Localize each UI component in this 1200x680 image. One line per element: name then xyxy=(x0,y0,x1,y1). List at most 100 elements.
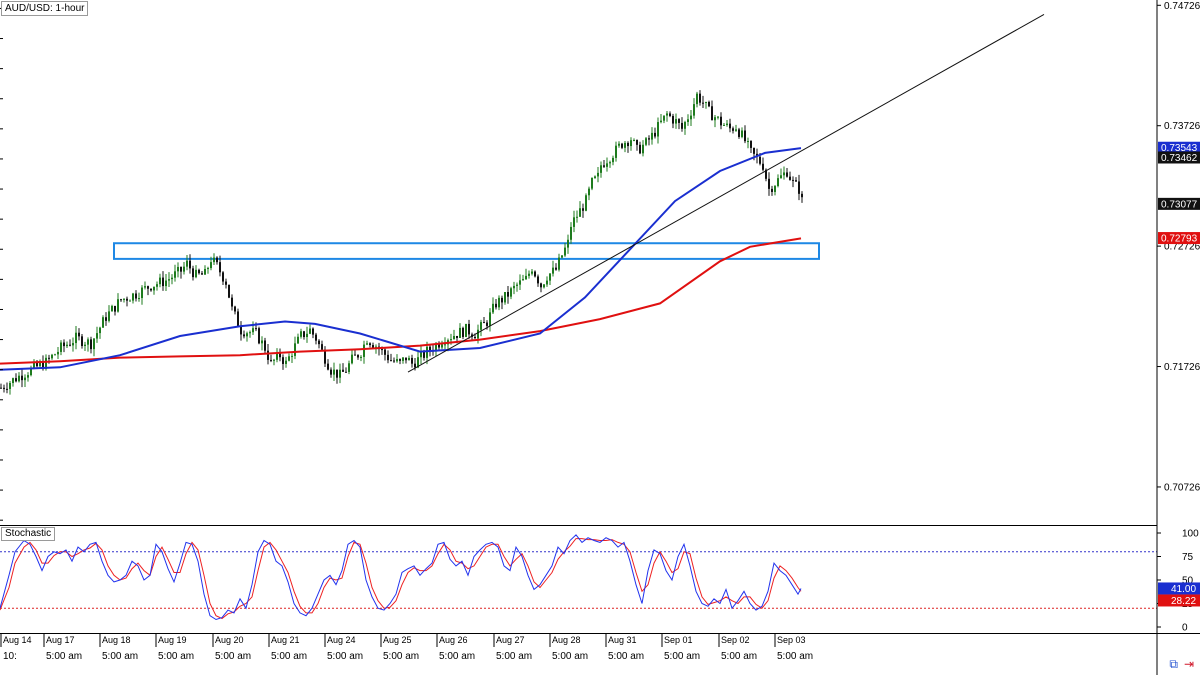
candle-up xyxy=(333,369,335,375)
candle-up xyxy=(492,303,494,313)
price-tick-label: 0.74726 xyxy=(1164,1,1200,12)
candle-up xyxy=(717,116,719,118)
candle-up xyxy=(300,331,302,337)
candle-down xyxy=(78,332,80,337)
candle-up xyxy=(159,277,161,285)
candle-down xyxy=(636,139,638,145)
candle-down xyxy=(234,306,236,312)
candle-down xyxy=(744,130,746,142)
candle-up xyxy=(477,329,479,339)
candle-down xyxy=(357,355,359,358)
candle-down xyxy=(399,359,401,361)
candle-up xyxy=(642,144,644,154)
candle-up xyxy=(465,323,467,337)
candle-down xyxy=(0,387,2,389)
candle-up xyxy=(651,132,653,140)
candle-up xyxy=(297,336,299,344)
candle-down xyxy=(792,179,794,181)
candle-down xyxy=(507,292,509,297)
candle-down xyxy=(438,344,440,348)
stoch-value-box xyxy=(1158,582,1200,595)
candle-up xyxy=(408,357,410,361)
candle-up xyxy=(780,175,782,179)
candle-down xyxy=(759,156,761,164)
candle-down xyxy=(255,328,257,330)
candle-down xyxy=(411,357,413,364)
candle-up xyxy=(363,344,365,357)
corner-icons[interactable]: ⧉ ⇥ xyxy=(1169,657,1194,672)
candle-up xyxy=(600,165,602,173)
candle-down xyxy=(786,172,788,177)
support-resistance-zone[interactable] xyxy=(113,242,820,260)
candle-up xyxy=(561,255,563,258)
time-hour-label: 5:00 am xyxy=(383,651,419,662)
candle-up xyxy=(261,340,263,344)
candle-up xyxy=(609,162,611,164)
time-hour-label: 5:00 am xyxy=(215,651,251,662)
trendline[interactable] xyxy=(407,14,1045,373)
candle-up xyxy=(591,177,593,189)
candle-down xyxy=(765,169,767,179)
candle-up xyxy=(597,172,599,177)
candle-up xyxy=(306,333,308,338)
stochastic-k-line xyxy=(0,534,802,621)
stoch-tick-label: 0 xyxy=(1182,623,1188,634)
candle-down xyxy=(789,176,791,180)
candle-up xyxy=(618,143,620,146)
candle-down xyxy=(258,328,260,344)
candle-up xyxy=(9,383,11,389)
candle-down xyxy=(105,317,107,321)
candle-up xyxy=(177,266,179,272)
candle-down xyxy=(237,311,239,327)
candle-up xyxy=(108,311,110,321)
candle-up xyxy=(444,344,446,346)
candle-down xyxy=(627,142,629,147)
candle-up xyxy=(564,247,566,256)
time-hour-label: 5:00 am xyxy=(271,651,307,662)
candle-down xyxy=(327,363,329,370)
candle-up xyxy=(396,359,398,362)
candle-down xyxy=(738,129,740,137)
candle-up xyxy=(417,357,419,368)
candle-up xyxy=(612,157,614,163)
candle-up xyxy=(54,354,56,356)
candle-down xyxy=(222,272,224,282)
stoch-value-label: 28.22 xyxy=(1171,596,1196,607)
candle-up xyxy=(543,284,545,288)
time-hour-label: 5:00 am xyxy=(46,651,82,662)
candle-down xyxy=(312,328,314,335)
stoch-tick-label: 50 xyxy=(1182,576,1194,587)
candle-up xyxy=(567,239,569,248)
candle-down xyxy=(771,188,773,192)
candle-down xyxy=(354,354,356,356)
candle-up xyxy=(630,140,632,147)
candle-down xyxy=(648,138,650,140)
candle-up xyxy=(450,339,452,341)
candle-down xyxy=(369,343,371,346)
candle-up xyxy=(579,208,581,217)
candle-up xyxy=(633,139,635,141)
candle-down xyxy=(393,360,395,362)
candle-down xyxy=(798,181,800,194)
candle-up xyxy=(165,280,167,287)
candle-up xyxy=(252,328,254,333)
candle-up xyxy=(57,351,59,355)
candle-up xyxy=(441,344,443,348)
candle-down xyxy=(135,293,137,299)
arrow-right-bar-icon[interactable]: ⇥ xyxy=(1183,657,1194,671)
candle-up xyxy=(576,216,578,218)
candle-up xyxy=(24,377,26,381)
candle-down xyxy=(216,257,218,263)
candle-up xyxy=(351,354,353,364)
time-hour-label: 5:00 am xyxy=(439,651,475,662)
price-label: 0.73077 xyxy=(1161,199,1198,210)
link-icon[interactable]: ⧉ xyxy=(1169,657,1178,671)
candle-up xyxy=(747,141,749,143)
candle-up xyxy=(504,292,506,303)
candle-up xyxy=(657,122,659,137)
candle-down xyxy=(243,334,245,337)
candle-up xyxy=(60,342,62,352)
